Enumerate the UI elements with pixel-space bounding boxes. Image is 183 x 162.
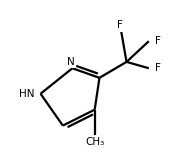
Text: F: F xyxy=(117,20,123,30)
Text: N: N xyxy=(67,57,75,67)
Text: CH₃: CH₃ xyxy=(85,137,104,146)
Text: F: F xyxy=(155,36,161,46)
Text: F: F xyxy=(155,63,161,73)
Text: HN: HN xyxy=(19,89,34,99)
